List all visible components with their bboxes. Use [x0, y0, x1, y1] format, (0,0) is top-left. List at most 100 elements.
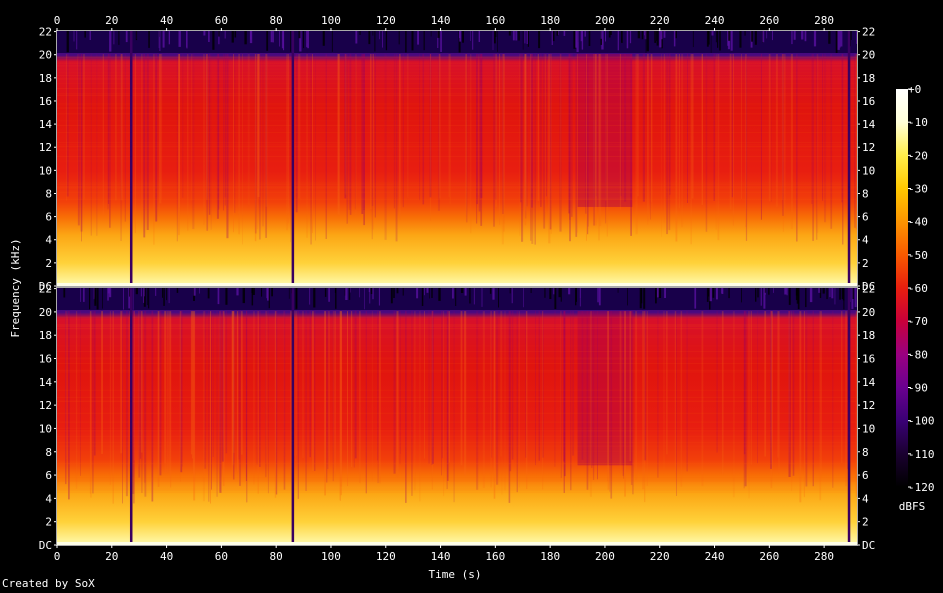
texture-streak — [669, 54, 671, 195]
texture-streak — [257, 54, 260, 198]
texture-streak — [466, 54, 468, 223]
texture-streak — [265, 54, 268, 207]
texture-line — [57, 412, 857, 414]
hf-noise — [788, 288, 791, 305]
texture-streak — [560, 54, 562, 229]
x-tick-label: 20 — [105, 14, 118, 27]
hf-noise — [143, 288, 145, 297]
texture-streak — [568, 54, 570, 214]
texture-streak — [176, 54, 178, 242]
texture-streak — [246, 311, 248, 503]
texture-streak — [629, 311, 632, 462]
texture-streak — [448, 311, 450, 463]
texture-streak — [788, 311, 790, 463]
texture-streak — [587, 54, 589, 235]
texture-streak — [743, 311, 745, 489]
hf-noise — [438, 288, 441, 301]
x-tick-label: 220 — [650, 550, 670, 563]
hf-noise — [837, 31, 840, 50]
texture-streak — [537, 54, 539, 201]
texture-streak — [216, 311, 218, 497]
texture-streak — [521, 54, 524, 242]
hf-noise — [118, 31, 120, 45]
texture-streak — [449, 54, 451, 205]
texture-streak — [540, 54, 542, 207]
texture-streak — [396, 311, 399, 478]
texture-streak — [501, 311, 503, 495]
hf-noise — [719, 31, 721, 51]
hf-noise — [251, 288, 253, 294]
texture-streak — [560, 311, 562, 479]
hf-noise — [581, 31, 584, 50]
texture-line — [57, 156, 857, 157]
texture-streak — [478, 54, 481, 212]
texture-streak — [80, 54, 83, 232]
hf-noise — [655, 288, 657, 304]
texture-streak — [770, 54, 772, 202]
texture-streak — [531, 54, 534, 244]
texture-streak — [607, 311, 608, 481]
hf-noise — [66, 31, 69, 53]
texture-streak — [310, 54, 312, 245]
texture-streak — [120, 311, 123, 454]
texture-streak — [812, 54, 814, 241]
texture-streak — [299, 54, 301, 203]
texture-streak — [191, 311, 193, 459]
texture-streak — [796, 54, 798, 242]
texture-streak — [441, 311, 442, 476]
texture-streak — [265, 54, 267, 238]
x-tick-label: 260 — [759, 14, 779, 27]
texture-streak — [422, 54, 425, 205]
hf-noise — [459, 31, 462, 42]
texture-streak — [65, 311, 68, 460]
texture-streak — [339, 311, 341, 501]
hf-noise — [168, 288, 170, 304]
texture-streak — [324, 311, 326, 496]
texture-line — [57, 427, 857, 429]
texture-line — [57, 324, 857, 326]
spectrogram-panels — [57, 31, 858, 545]
texture-streak — [377, 311, 379, 484]
hf-noise — [793, 31, 796, 40]
texture-streak — [372, 54, 374, 230]
texture-streak — [783, 54, 786, 218]
texture-line — [57, 325, 857, 327]
texture-streak — [350, 311, 353, 468]
texture-streak — [363, 54, 365, 226]
texture-streak — [233, 311, 235, 480]
y-tick-label: 6 — [45, 211, 52, 224]
texture-streak — [607, 311, 609, 490]
texture-line — [57, 142, 857, 143]
hf-noise — [295, 288, 298, 310]
y-tick-label: 4 — [862, 234, 869, 247]
hf-noise — [524, 31, 526, 44]
y-tick-label: 20 — [862, 49, 875, 62]
texture-streak — [225, 311, 228, 454]
texture-streak — [478, 54, 480, 195]
hf-noise — [710, 31, 712, 53]
texture-streak — [593, 54, 595, 226]
texture-streak — [239, 311, 241, 486]
y-tick-label: 18 — [39, 72, 52, 85]
texture-streak — [691, 54, 694, 199]
texture-streak — [212, 311, 214, 457]
texture-streak — [432, 311, 434, 464]
y-tick-label: 20 — [39, 49, 52, 62]
y-tick-label: 18 — [862, 72, 875, 85]
spectrogram-channel-1 — [57, 31, 858, 286]
texture-streak — [587, 54, 589, 227]
texture-streak — [192, 54, 195, 230]
y-tick-label: 12 — [39, 399, 52, 412]
texture-streak — [619, 54, 621, 210]
texture-streak — [77, 54, 79, 214]
hf-noise — [796, 288, 799, 304]
hf-noise — [768, 288, 770, 295]
texture-line — [57, 120, 857, 122]
hf-noise — [661, 31, 663, 49]
texture-line — [57, 421, 857, 423]
hf-noise — [162, 288, 163, 298]
texture-streak — [384, 54, 387, 240]
hf-noise — [481, 288, 483, 307]
hf-noise — [379, 31, 380, 40]
y-tick-label: 20 — [862, 306, 875, 319]
